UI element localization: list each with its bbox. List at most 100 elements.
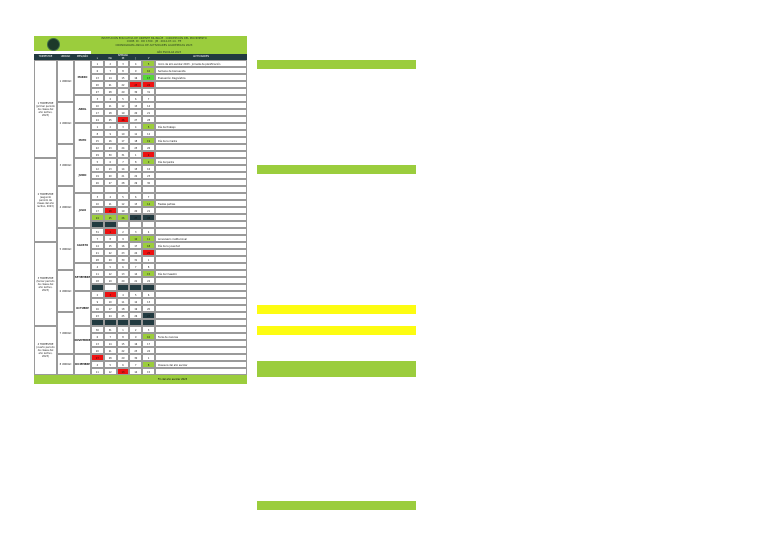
day-cell: 4 xyxy=(103,193,117,200)
month-cell: MARZO xyxy=(74,60,91,95)
day-cell: 27 xyxy=(103,179,117,186)
day-header: MI xyxy=(116,57,130,60)
activity-cell xyxy=(155,151,247,158)
activity-cell xyxy=(155,249,247,256)
activity-cell xyxy=(155,95,247,102)
day-cell: 10 xyxy=(142,67,155,74)
day-cell: 15 xyxy=(142,270,155,277)
day-cell: 8 xyxy=(129,158,143,165)
day-cell: 3 xyxy=(142,326,155,333)
day-cell: 12 xyxy=(116,200,130,207)
day-cell: 17 xyxy=(103,305,117,312)
day-cell: 8 xyxy=(142,361,155,368)
day-cell: 23 xyxy=(129,81,143,88)
activity-cell xyxy=(155,186,247,193)
day-cell xyxy=(116,319,130,326)
activity-cell xyxy=(155,144,247,151)
day-cell: 29 xyxy=(91,151,104,158)
day-cell: 17 xyxy=(142,340,155,347)
day-cell: 3 xyxy=(116,123,130,130)
day-cell: 21 xyxy=(129,277,143,284)
activity-cell xyxy=(155,347,247,354)
day-cell xyxy=(142,221,155,228)
day-cell: 18 xyxy=(142,242,155,249)
day-cell: 4 xyxy=(129,123,143,130)
activity-cell xyxy=(155,109,247,116)
day-cell: 18 xyxy=(91,277,104,284)
day-cell: 12 xyxy=(91,165,104,172)
activity-cell xyxy=(155,88,247,95)
month-cell: JUNIO xyxy=(74,158,91,193)
day-cell: 14 xyxy=(129,368,143,375)
unit-cell: 1 UNIDAD xyxy=(57,60,74,102)
side-band xyxy=(257,305,416,314)
activity-cell xyxy=(155,291,247,298)
activity-cell xyxy=(155,305,247,312)
day-cell: 3 xyxy=(91,95,104,102)
unit-cell: 2 UNIDAD xyxy=(57,102,74,144)
activity-cell xyxy=(155,340,247,347)
day-cell: 7 xyxy=(103,67,117,74)
day-header: J xyxy=(129,57,143,60)
day-cell: 15 xyxy=(91,137,104,144)
day-cell: 6 xyxy=(103,158,117,165)
day-cell: 21 xyxy=(142,109,155,116)
header-title: INSTITUCIÓN EDUCATIVA DE ORIENTE BILINGÜ… xyxy=(84,37,224,47)
day-cell: 26 xyxy=(116,214,130,221)
activity-cell xyxy=(155,263,247,270)
day-cell xyxy=(116,186,130,193)
activity-cell: Día del maestro xyxy=(155,270,247,277)
day-cell: 23 xyxy=(116,249,130,256)
activity-cell xyxy=(155,214,247,221)
day-cell: 12 xyxy=(129,298,143,305)
day-cell xyxy=(91,221,104,228)
header-line: INSTITUCIÓN EDUCATIVA DE ORIENTE BILINGÜ… xyxy=(101,37,207,40)
activity-cell xyxy=(155,284,247,291)
day-cell: 5 xyxy=(103,361,117,368)
day-cell: 24 xyxy=(142,347,155,354)
activity-cell: Feria de ciencias xyxy=(155,333,247,340)
day-cell: 20 xyxy=(142,305,155,312)
day-cell: 22 xyxy=(103,249,117,256)
day-cell: 13 xyxy=(103,165,117,172)
day-cell: 13 xyxy=(129,102,143,109)
day-cell: 5 xyxy=(129,291,143,298)
activity-cell xyxy=(155,354,247,361)
day-cell: 23 xyxy=(103,144,117,151)
day-cell: 29 xyxy=(116,354,130,361)
side-band xyxy=(257,361,416,370)
day-cell: 17 xyxy=(142,74,155,81)
day-cell: 2 xyxy=(91,291,104,298)
day-cell: 5 xyxy=(116,95,130,102)
day-cell: 1 xyxy=(91,60,104,67)
day-cell: 24 xyxy=(129,249,143,256)
day-cell: 14 xyxy=(103,74,117,81)
day-cell: 26 xyxy=(91,179,104,186)
day-cell: 18 xyxy=(103,109,117,116)
day-cell: 12 xyxy=(103,270,117,277)
month-cell: MAYO xyxy=(74,123,91,158)
day-cell: 27 xyxy=(91,354,104,361)
day-cell: 11 xyxy=(103,102,117,109)
day-cell: 5 xyxy=(116,193,130,200)
activity-cell: Día del padre xyxy=(155,158,247,165)
side-band xyxy=(257,60,416,69)
day-header: V xyxy=(142,57,155,60)
unit-cell: 6 UNIDAD xyxy=(57,270,74,312)
day-cell: 31 xyxy=(116,151,130,158)
period-cell: 2 TRIMESTRE (segundo periodo de clases d… xyxy=(34,158,57,242)
day-cell: 8 xyxy=(91,130,104,137)
day-cell: 8 xyxy=(116,333,130,340)
day-cell: 19 xyxy=(142,137,155,144)
day-cell xyxy=(129,221,143,228)
day-cell: 30 xyxy=(142,179,155,186)
day-cell: 15 xyxy=(116,340,130,347)
activity-cell xyxy=(155,256,247,263)
day-cell: 13 xyxy=(142,298,155,305)
day-cell: 21 xyxy=(103,347,117,354)
day-cell: 10 xyxy=(129,235,143,242)
day-cell: 6 xyxy=(129,193,143,200)
day-cell: 18 xyxy=(103,207,117,214)
day-cell: 7 xyxy=(142,193,155,200)
day-cell: 24 xyxy=(103,312,117,319)
